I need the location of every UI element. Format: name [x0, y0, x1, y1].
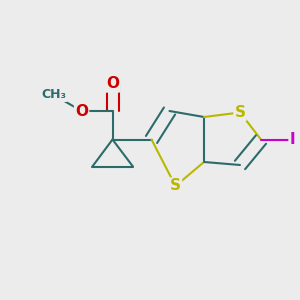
Text: S: S	[235, 105, 245, 120]
Text: O: O	[106, 76, 119, 92]
Text: S: S	[170, 178, 181, 194]
Text: O: O	[75, 103, 88, 118]
Text: CH₃: CH₃	[41, 88, 67, 101]
Text: I: I	[290, 132, 295, 147]
